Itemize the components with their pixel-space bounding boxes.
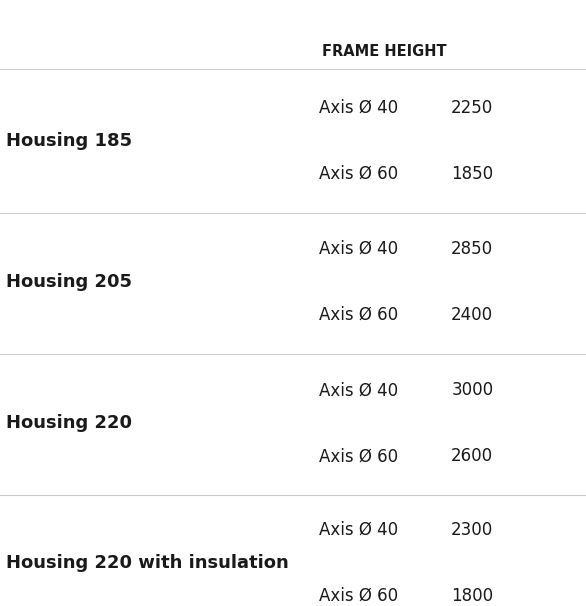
Text: 2400: 2400	[451, 306, 493, 324]
Text: Housing 185: Housing 185	[6, 132, 132, 150]
Text: Axis Ø 40: Axis Ø 40	[319, 521, 398, 539]
Text: Axis Ø 60: Axis Ø 60	[319, 165, 398, 183]
Text: Axis Ø 60: Axis Ø 60	[319, 306, 398, 324]
Text: Axis Ø 60: Axis Ø 60	[319, 447, 398, 465]
Text: Axis Ø 40: Axis Ø 40	[319, 240, 398, 258]
Text: Housing 205: Housing 205	[6, 273, 132, 291]
Text: Housing 220: Housing 220	[6, 414, 132, 432]
Text: 1850: 1850	[451, 165, 493, 183]
Text: 3000: 3000	[451, 381, 493, 399]
Text: 2300: 2300	[451, 521, 493, 539]
Text: Axis Ø 60: Axis Ø 60	[319, 587, 398, 605]
Text: Housing 220 with insulation: Housing 220 with insulation	[6, 554, 289, 572]
Text: Axis Ø 40: Axis Ø 40	[319, 381, 398, 399]
Text: 1800: 1800	[451, 587, 493, 605]
Text: 2250: 2250	[451, 99, 493, 117]
Text: 2600: 2600	[451, 447, 493, 465]
Text: FRAME HEIGHT: FRAME HEIGHT	[322, 44, 447, 59]
Text: Axis Ø 40: Axis Ø 40	[319, 99, 398, 117]
Text: 2850: 2850	[451, 240, 493, 258]
